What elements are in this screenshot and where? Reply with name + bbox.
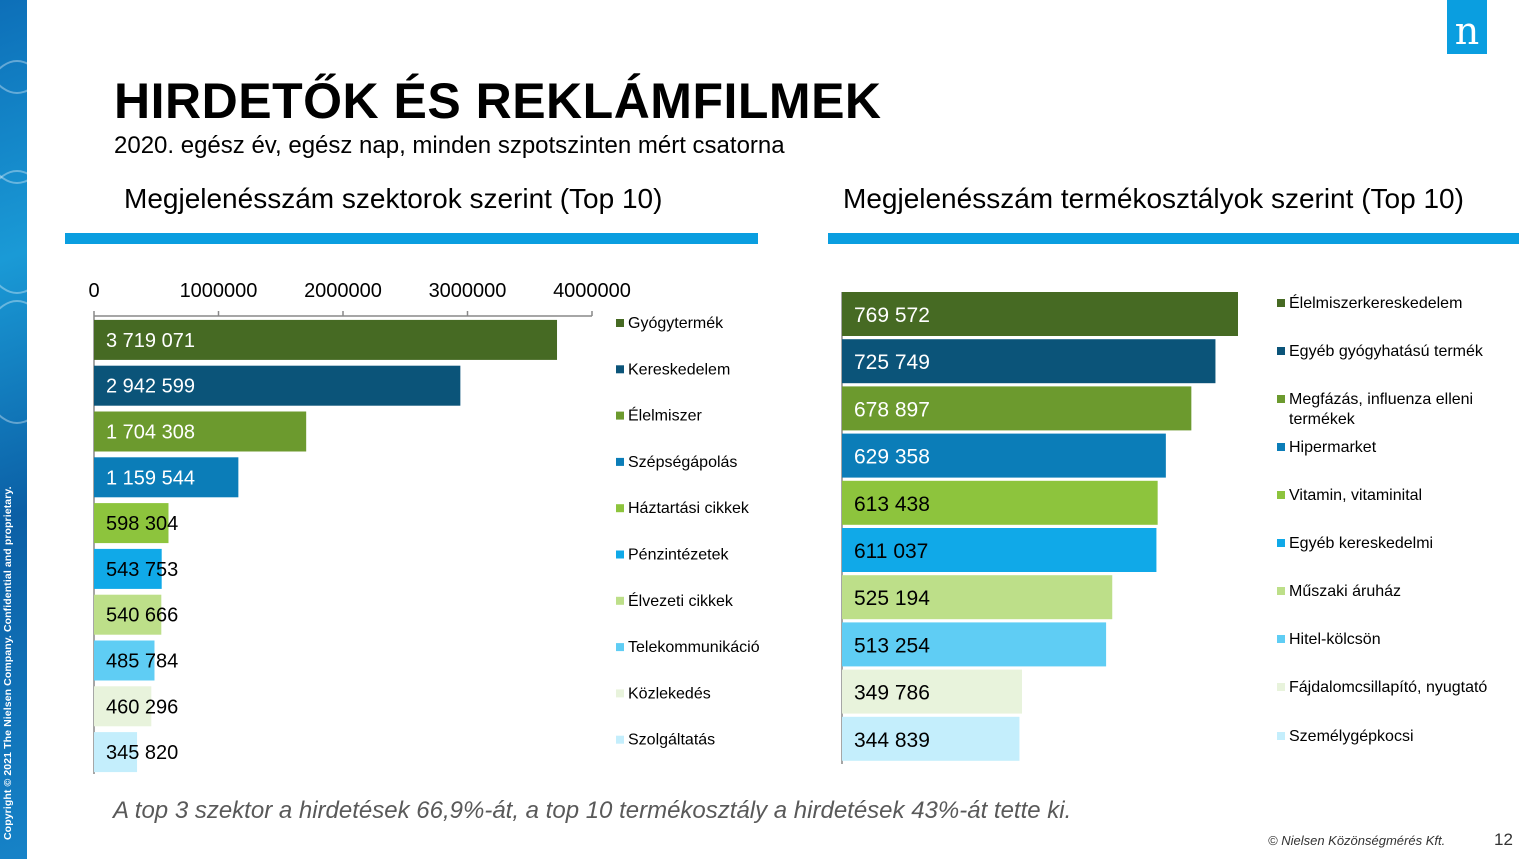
bar [94, 640, 155, 681]
data-label: 725 749 [854, 351, 930, 374]
legend-label: Háztartási cikkek [628, 500, 750, 517]
data-label: 540 666 [106, 605, 178, 627]
legend-label: Hipermarket [1289, 439, 1377, 456]
legend-label: Kereskedelem [628, 361, 730, 378]
legend-swatch [1277, 683, 1285, 691]
legend-label: Gyógytermék [628, 315, 724, 332]
legend-swatch [616, 365, 624, 374]
bar [842, 716, 1020, 761]
data-label: 344 839 [854, 729, 930, 752]
side-decor-strip [0, 0, 27, 859]
bar [842, 292, 1238, 336]
legend-swatch [1277, 347, 1285, 355]
legend-swatch [616, 504, 624, 513]
legend-swatch [616, 319, 624, 327]
bar [842, 339, 1216, 384]
bar [94, 594, 162, 635]
page-title: HIRDETŐK ÉS REKLÁMFILMEK [114, 73, 882, 129]
legend-swatch [616, 457, 624, 466]
x-tick-label: 4000000 [553, 280, 631, 302]
data-label: 460 296 [106, 696, 178, 718]
bar [842, 528, 1157, 572]
legend-swatch [616, 689, 624, 698]
legend-swatch [616, 411, 624, 420]
legend-swatch [616, 550, 624, 559]
left-section-title: Megjelenésszám szektorok szerint (Top 10… [124, 183, 663, 214]
bar [94, 457, 239, 498]
legend-label: Pénzintézetek [628, 547, 730, 564]
legend-swatch [616, 596, 624, 605]
data-label: 513 254 [854, 634, 930, 657]
legend-swatch [1277, 395, 1285, 403]
data-label: 525 194 [854, 587, 930, 610]
data-label: 629 358 [854, 446, 930, 469]
data-label: 543 753 [106, 559, 178, 581]
data-label: 2 942 599 [106, 376, 195, 398]
x-tick-label: 1000000 [180, 280, 258, 302]
legend-swatch [1277, 732, 1285, 740]
right-section-bar [828, 233, 1519, 244]
sector-bar-chart: 0 1000000 2000000 3000000 4000000 3 719 071 Gy… [88, 280, 760, 774]
x-tick-label: 0 [88, 280, 99, 302]
legend-label: Műszaki áruház [1289, 583, 1401, 600]
legend-label: Közlekedés [628, 685, 711, 702]
data-label: 769 572 [854, 304, 930, 327]
data-label: 1 159 544 [106, 467, 195, 489]
legend-label: Élelmiszer [628, 406, 702, 425]
x-tick-label: 2000000 [304, 280, 382, 302]
legend-label: Vitamin, vitaminital [1289, 487, 1422, 504]
legend-swatch [1277, 491, 1285, 499]
legend-label: Élvezeti cikkek [628, 591, 734, 610]
legend-label: Személygépkocsi [1289, 728, 1414, 745]
footer-copyright: © Nielsen Közönségmérés Kft. [1268, 833, 1446, 848]
legend-swatch [1277, 443, 1285, 451]
data-label: 345 820 [106, 742, 178, 764]
bar [842, 480, 1158, 525]
legend-label: Egyéb gyógyhatású termék [1289, 343, 1484, 360]
data-label: 611 037 [854, 540, 928, 563]
legend-label: Egyéb kereskedelmi [1289, 535, 1433, 552]
legend-swatch [1277, 539, 1285, 547]
bar [94, 548, 162, 589]
bar [842, 669, 1022, 714]
legend-swatch [616, 643, 624, 652]
legend-label: Szépségápolás [628, 454, 737, 471]
footer-note: A top 3 szektor a hirdetések 66,9%-át, a… [113, 797, 1072, 824]
bar [842, 433, 1166, 478]
legend-label: Telekommunikáció [628, 639, 760, 656]
bar [94, 732, 138, 773]
bar [842, 386, 1192, 431]
nielsen-logo: n [1447, 0, 1487, 54]
legend-swatch [1277, 299, 1285, 307]
left-section-bar [65, 233, 758, 244]
data-label: 1 704 308 [106, 422, 195, 444]
legend-swatch [616, 735, 624, 744]
data-label: 598 304 [106, 513, 178, 535]
data-label: 3 719 071 [106, 330, 195, 352]
bar [94, 411, 307, 452]
data-label: 485 784 [106, 651, 178, 673]
data-label: 678 897 [854, 398, 930, 421]
legend-label: Élelmiszerkereskedelem [1289, 293, 1462, 312]
product-class-bar-chart: 769 572 725 749 678 897 629 358 613 438 611 0… [841, 292, 1487, 764]
bar [94, 319, 558, 360]
data-label: 349 786 [854, 682, 930, 705]
bar [94, 686, 152, 727]
page-subtitle: 2020. egész év, egész nap, minden szpots… [114, 132, 785, 159]
legend-label: Fájdalomcsillapító, nyugtató [1289, 679, 1487, 696]
bar [94, 365, 461, 406]
right-section-title: Megjelenésszám termékosztályok szerint (… [843, 183, 1464, 214]
page-number: 12 [1494, 830, 1513, 849]
x-tick-label: 3000000 [429, 280, 507, 302]
legend-label: Hitel-kölcsön [1289, 631, 1381, 648]
legend-label: Megfázás, influenza elleni termékek [1289, 391, 1473, 428]
legend-swatch [1277, 635, 1285, 643]
bar [842, 575, 1113, 620]
bar [94, 503, 169, 544]
legend-label: Szolgáltatás [628, 732, 715, 749]
legend-swatch [1277, 587, 1285, 595]
data-label: 613 438 [854, 493, 930, 516]
bar [842, 622, 1107, 667]
